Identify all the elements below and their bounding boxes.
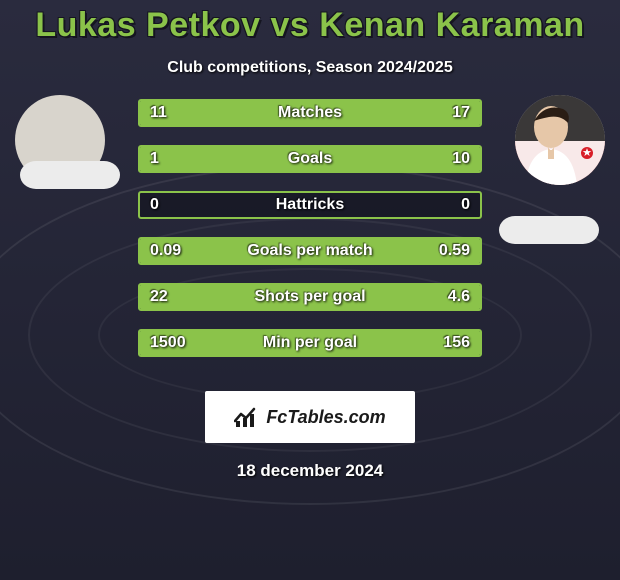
player-right-photo: [515, 95, 605, 185]
brand-text: FcTables.com: [266, 407, 385, 428]
stat-fill-left: [140, 239, 184, 263]
comparison-body: Matches1117Goals110Hattricks00Goals per …: [0, 107, 620, 387]
brand-chart-icon: [234, 406, 260, 428]
brand-badge: FcTables.com: [205, 391, 415, 443]
stat-fill-left: [140, 285, 422, 309]
stat-fill-right: [171, 147, 480, 171]
stat-bars-container: Matches1117 Goals110 Hattricks0 0 Goals per …: [138, 99, 482, 375]
stat-bar-row: Goals110: [138, 145, 482, 173]
player-left-club-badge: [20, 161, 120, 189]
stat-fill-left: [140, 331, 449, 355]
comparison-title: Lukas Petkov vs Kenan Karaman: [0, 6, 620, 45]
content-wrapper: Lukas Petkov vs Kenan Karaman Club compe…: [0, 0, 620, 481]
stat-bar-row: Goals per match0.090.59: [138, 237, 482, 265]
player-right-avatar: [515, 95, 605, 185]
stat-fill-left: [140, 147, 171, 171]
stat-value-left: 0: [150, 196, 159, 214]
comparison-subtitle: Club competitions, Season 2024/2025: [0, 59, 620, 77]
stat-fill-left: [140, 101, 273, 125]
stat-bar-row: Matches1117: [138, 99, 482, 127]
stat-bar-row: Shots per goal224.6: [138, 283, 482, 311]
stat-label: Hattricks: [140, 196, 480, 214]
stat-fill-right: [273, 101, 480, 125]
stat-fill-right: [184, 239, 480, 263]
stat-bar-row: Hattricks0 0: [138, 191, 482, 219]
stat-bar-row: Min per goal1500156: [138, 329, 482, 357]
stat-fill-right: [449, 331, 480, 355]
comparison-date: 18 december 2024: [0, 461, 620, 481]
stat-value-right: 0: [461, 196, 470, 214]
player-right-club-badge: [499, 216, 599, 244]
stat-fill-right: [422, 285, 480, 309]
